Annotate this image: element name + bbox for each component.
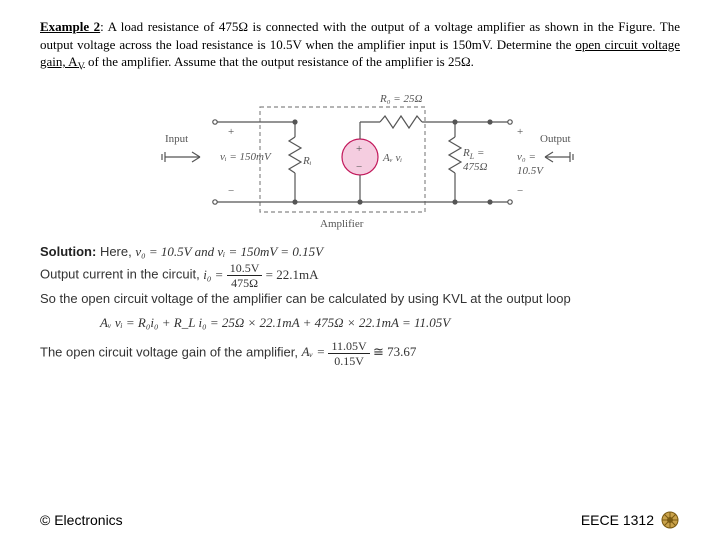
svg-text:RL =: RL =	[462, 147, 484, 161]
circuit-diagram: R₀ = 25Ω + − Aᵥ vᵢ Rᵢ + vᵢ = 150mV − Inp…	[145, 82, 575, 232]
svg-text:+: +	[228, 126, 234, 138]
solution-line-1: Solution: Here, v₀ = 10.5V and vᵢ = 150m…	[40, 242, 680, 262]
example-label: Example 2	[40, 19, 100, 34]
problem-statement: Example 2: A load resistance of 475Ω is …	[40, 18, 680, 74]
logo-icon	[660, 510, 680, 530]
footer-left: © Electronics	[40, 512, 123, 528]
svg-text:+: +	[356, 143, 362, 155]
svg-text:Amplifier: Amplifier	[320, 218, 364, 230]
svg-text:475Ω: 475Ω	[463, 161, 488, 173]
svg-text:v₀ =: v₀ =	[517, 151, 536, 163]
svg-text:vᵢ = 150mV: vᵢ = 150mV	[220, 151, 272, 163]
svg-text:Rᵢ: Rᵢ	[302, 155, 312, 167]
solution-line-2: Output current in the circuit, i₀ = 10.5…	[40, 262, 680, 289]
svg-text:Input: Input	[165, 133, 188, 145]
svg-text:R₀ = 25Ω: R₀ = 25Ω	[379, 93, 422, 105]
solution-block: Solution: Here, v₀ = 10.5V and vᵢ = 150m…	[40, 242, 680, 366]
page-footer: © Electronics EECE 1312	[40, 510, 680, 530]
svg-text:+: +	[517, 126, 523, 138]
solution-line-4: Aᵥ vᵢ = R₀i₀ + R_L i₀ = 25Ω × 22.1mA + 4…	[100, 313, 680, 333]
svg-text:−: −	[356, 161, 362, 173]
svg-text:Output: Output	[540, 133, 571, 145]
solution-line-3: So the open circuit voltage of the ampli…	[40, 289, 680, 309]
svg-text:Aᵥ vᵢ: Aᵥ vᵢ	[382, 152, 402, 164]
svg-text:−: −	[517, 185, 523, 197]
svg-text:−: −	[228, 185, 234, 197]
footer-right: EECE 1312	[581, 512, 654, 528]
solution-line-5: The open circuit voltage gain of the amp…	[40, 340, 680, 367]
svg-text:10.5V: 10.5V	[517, 165, 544, 177]
